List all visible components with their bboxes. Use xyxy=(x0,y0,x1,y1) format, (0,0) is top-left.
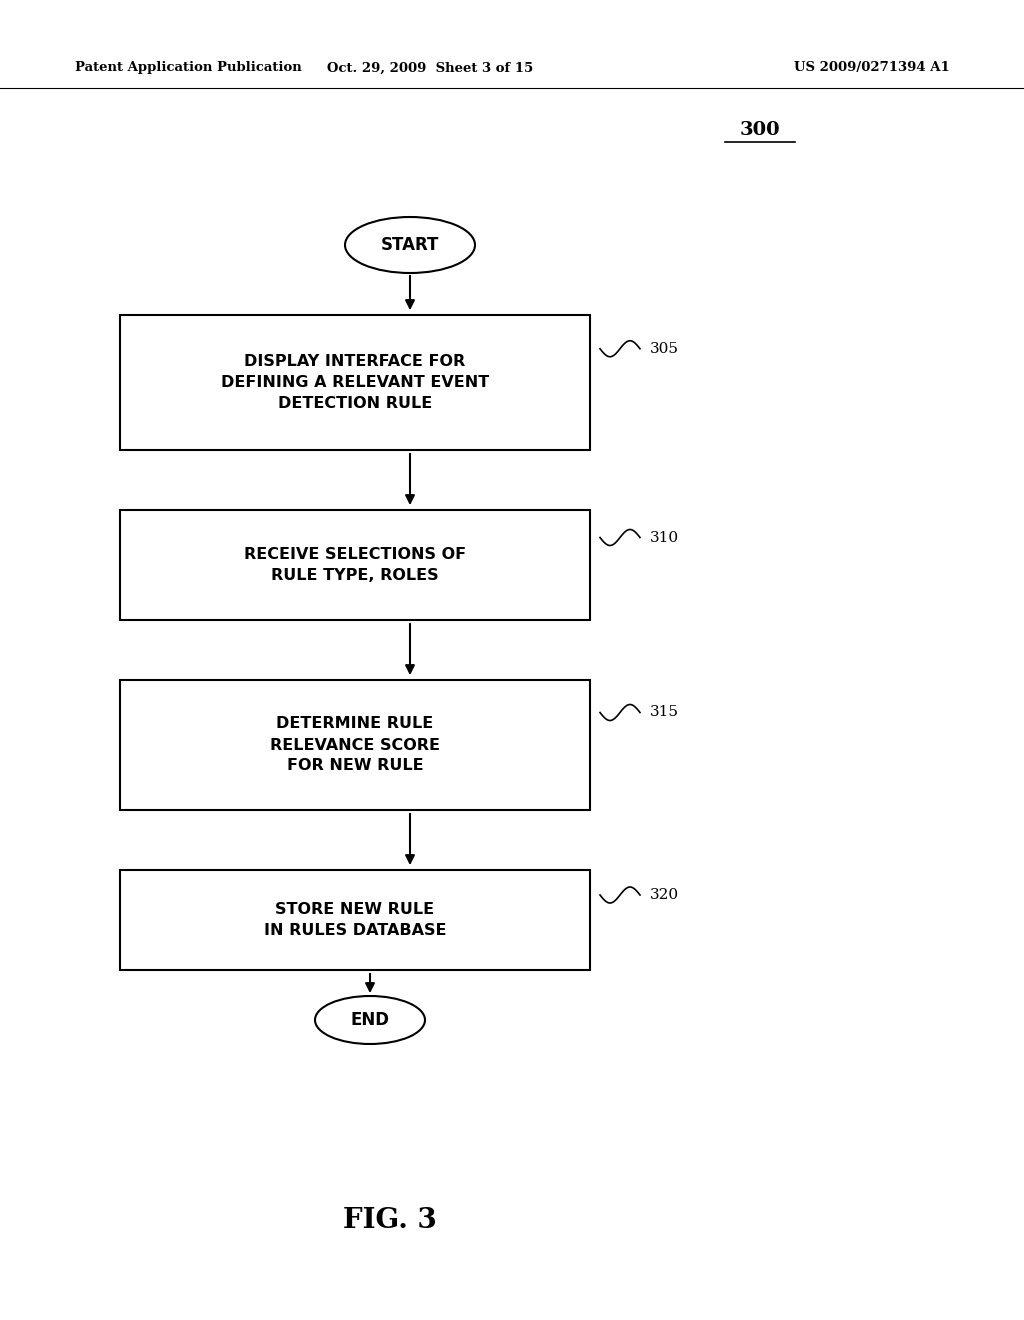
Bar xyxy=(120,680,590,810)
Bar xyxy=(120,315,590,450)
Text: US 2009/0271394 A1: US 2009/0271394 A1 xyxy=(795,62,950,74)
Text: RECEIVE SELECTIONS OF
RULE TYPE, ROLES: RECEIVE SELECTIONS OF RULE TYPE, ROLES xyxy=(244,546,466,583)
Text: END: END xyxy=(350,1011,389,1030)
Text: START: START xyxy=(381,236,439,253)
Text: FIG. 3: FIG. 3 xyxy=(343,1206,437,1233)
Bar xyxy=(120,870,590,970)
Text: STORE NEW RULE
IN RULES DATABASE: STORE NEW RULE IN RULES DATABASE xyxy=(264,902,446,939)
Text: Oct. 29, 2009  Sheet 3 of 15: Oct. 29, 2009 Sheet 3 of 15 xyxy=(327,62,534,74)
Bar xyxy=(120,510,590,620)
Text: 315: 315 xyxy=(650,705,679,719)
Text: DETERMINE RULE
RELEVANCE SCORE
FOR NEW RULE: DETERMINE RULE RELEVANCE SCORE FOR NEW R… xyxy=(270,717,440,774)
Text: DISPLAY INTERFACE FOR
DEFINING A RELEVANT EVENT
DETECTION RULE: DISPLAY INTERFACE FOR DEFINING A RELEVAN… xyxy=(221,354,489,411)
Text: 320: 320 xyxy=(650,888,679,902)
Text: 310: 310 xyxy=(650,531,679,544)
Text: 300: 300 xyxy=(739,121,780,139)
Text: 305: 305 xyxy=(650,342,679,356)
Text: Patent Application Publication: Patent Application Publication xyxy=(75,62,302,74)
